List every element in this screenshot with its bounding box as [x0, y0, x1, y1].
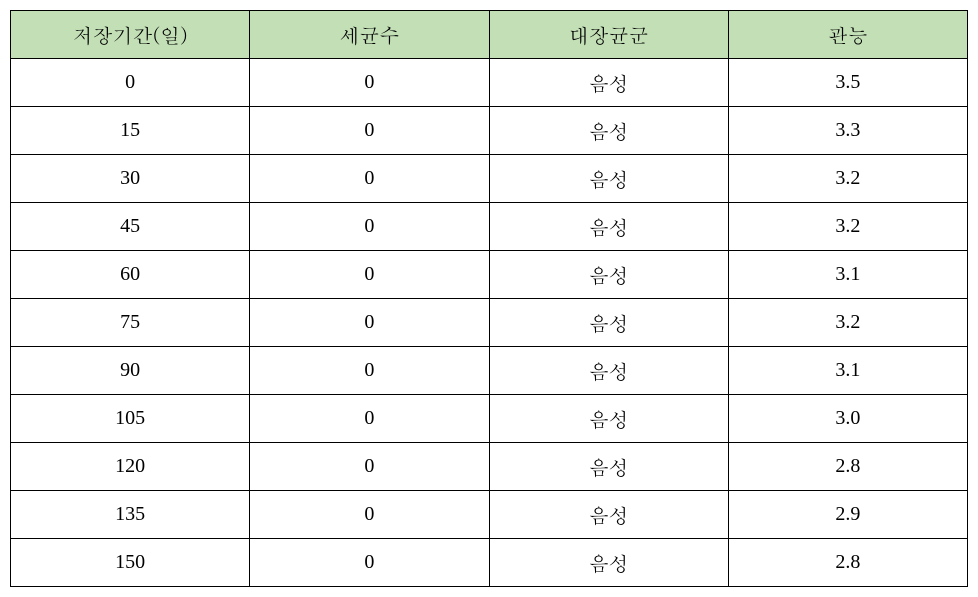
cell-bacteria: 0 — [250, 203, 489, 251]
col-header-coliform: 대장균군 — [489, 11, 728, 59]
cell-coliform: 음성 — [489, 59, 728, 107]
table-row: 120 0 음성 2.8 — [11, 443, 968, 491]
col-header-sensory: 관능 — [728, 11, 967, 59]
table-header-row: 저장기간(일) 세균수 대장균군 관능 — [11, 11, 968, 59]
cell-bacteria: 0 — [250, 59, 489, 107]
cell-sensory: 3.0 — [728, 395, 967, 443]
cell-bacteria: 0 — [250, 491, 489, 539]
cell-sensory: 2.8 — [728, 443, 967, 491]
cell-period: 60 — [11, 251, 250, 299]
table-row: 105 0 음성 3.0 — [11, 395, 968, 443]
cell-bacteria: 0 — [250, 395, 489, 443]
cell-sensory: 3.1 — [728, 347, 967, 395]
cell-period: 150 — [11, 539, 250, 587]
cell-coliform: 음성 — [489, 251, 728, 299]
cell-sensory: 3.3 — [728, 107, 967, 155]
table-row: 90 0 음성 3.1 — [11, 347, 968, 395]
storage-table: 저장기간(일) 세균수 대장균군 관능 0 0 음성 3.5 15 0 음성 3… — [10, 10, 968, 587]
cell-bacteria: 0 — [250, 347, 489, 395]
cell-sensory: 3.2 — [728, 203, 967, 251]
cell-bacteria: 0 — [250, 107, 489, 155]
cell-period: 135 — [11, 491, 250, 539]
cell-period: 0 — [11, 59, 250, 107]
table-row: 0 0 음성 3.5 — [11, 59, 968, 107]
cell-coliform: 음성 — [489, 539, 728, 587]
table-row: 150 0 음성 2.8 — [11, 539, 968, 587]
cell-sensory: 3.2 — [728, 299, 967, 347]
storage-table-container: 저장기간(일) 세균수 대장균군 관능 0 0 음성 3.5 15 0 음성 3… — [10, 10, 968, 587]
cell-period: 105 — [11, 395, 250, 443]
cell-bacteria: 0 — [250, 299, 489, 347]
table-row: 75 0 음성 3.2 — [11, 299, 968, 347]
cell-period: 120 — [11, 443, 250, 491]
cell-bacteria: 0 — [250, 251, 489, 299]
table-row: 30 0 음성 3.2 — [11, 155, 968, 203]
table-body: 0 0 음성 3.5 15 0 음성 3.3 30 0 음성 3.2 45 0 … — [11, 59, 968, 587]
table-row: 45 0 음성 3.2 — [11, 203, 968, 251]
cell-period: 45 — [11, 203, 250, 251]
cell-period: 75 — [11, 299, 250, 347]
cell-coliform: 음성 — [489, 107, 728, 155]
col-header-period: 저장기간(일) — [11, 11, 250, 59]
col-header-bacteria: 세균수 — [250, 11, 489, 59]
cell-sensory: 3.5 — [728, 59, 967, 107]
cell-bacteria: 0 — [250, 443, 489, 491]
cell-period: 15 — [11, 107, 250, 155]
cell-coliform: 음성 — [489, 299, 728, 347]
table-row: 60 0 음성 3.1 — [11, 251, 968, 299]
cell-bacteria: 0 — [250, 539, 489, 587]
table-row: 135 0 음성 2.9 — [11, 491, 968, 539]
cell-sensory: 2.8 — [728, 539, 967, 587]
cell-coliform: 음성 — [489, 203, 728, 251]
cell-sensory: 2.9 — [728, 491, 967, 539]
cell-coliform: 음성 — [489, 443, 728, 491]
cell-period: 30 — [11, 155, 250, 203]
cell-coliform: 음성 — [489, 347, 728, 395]
cell-sensory: 3.2 — [728, 155, 967, 203]
cell-sensory: 3.1 — [728, 251, 967, 299]
cell-coliform: 음성 — [489, 395, 728, 443]
cell-bacteria: 0 — [250, 155, 489, 203]
cell-period: 90 — [11, 347, 250, 395]
cell-coliform: 음성 — [489, 155, 728, 203]
table-row: 15 0 음성 3.3 — [11, 107, 968, 155]
cell-coliform: 음성 — [489, 491, 728, 539]
